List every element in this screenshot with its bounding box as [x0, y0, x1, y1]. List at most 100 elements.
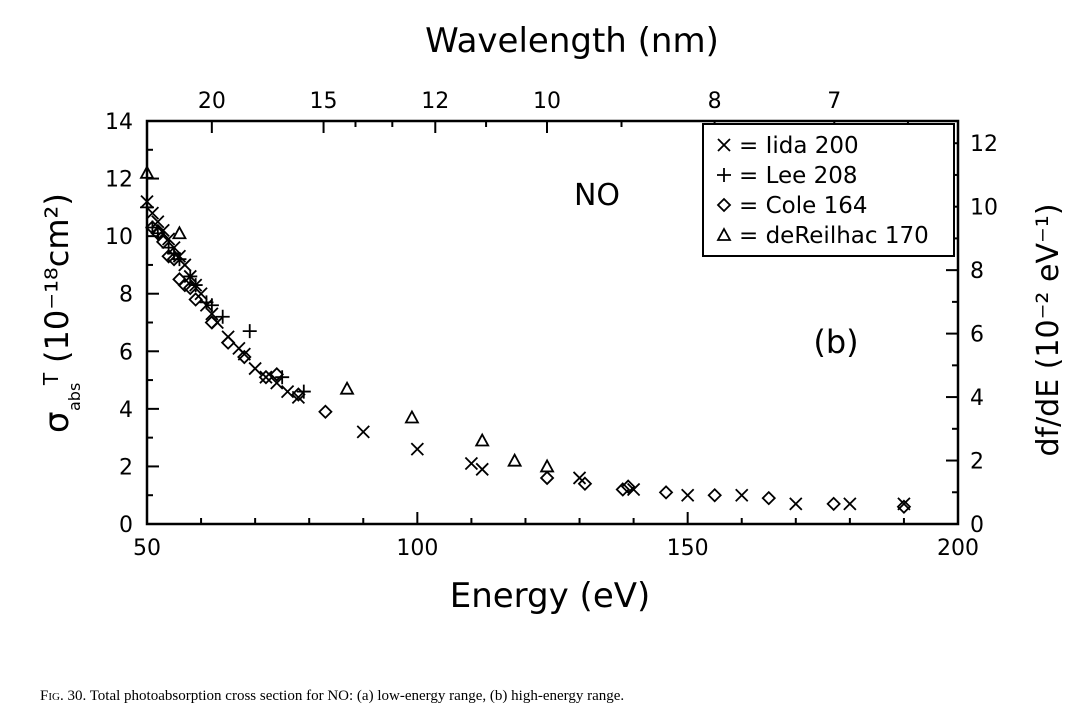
point-cole: [220, 335, 236, 350]
point-iida: [789, 497, 803, 511]
top-tick-label: 12: [421, 89, 449, 114]
point-cole: [204, 315, 220, 330]
point-iida: [626, 482, 641, 497]
point-cole: [620, 479, 636, 494]
legend-markers: [716, 138, 732, 241]
y-tick-label: 10: [105, 225, 133, 250]
point-cole: [182, 280, 198, 296]
y-tick-label: 8: [119, 283, 133, 308]
y2-tick-label: 6: [970, 323, 984, 348]
point-cole: [258, 369, 274, 385]
point-iida: [735, 488, 749, 502]
y2-tick-label: 10: [970, 196, 998, 221]
point-cole: [188, 292, 203, 307]
y-tick-label: 0: [119, 513, 133, 538]
point-iida: [259, 370, 273, 384]
point-iida: [270, 376, 284, 390]
point-cole: [615, 482, 631, 497]
point-dereilhac: [507, 452, 523, 467]
figure-caption: Fig. 30. Total photoabsorption cross sec…: [40, 688, 624, 705]
y-tick-label: 12: [105, 168, 133, 193]
top-tick-label: 15: [310, 89, 338, 114]
caption-text: Total photoabsorption cross section for …: [89, 688, 625, 704]
top-tick-label: 8: [708, 89, 722, 114]
y-tick-label: 14: [105, 110, 133, 135]
point-lee: [204, 298, 219, 313]
y-axis-title: σ abs T (10⁻¹⁸cm²): [37, 193, 84, 433]
annotation-b: (b): [813, 323, 858, 361]
point-iida: [681, 488, 695, 502]
y-axis-sigma: σ: [37, 411, 77, 433]
point-cole: [269, 367, 285, 382]
point-cole: [166, 251, 182, 267]
point-dereilhac: [404, 409, 420, 424]
point-iida: [572, 471, 587, 485]
point-lee: [140, 200, 154, 215]
point-dereilhac: [339, 380, 355, 395]
y-tick-label: 2: [119, 455, 133, 480]
point-iida: [464, 456, 479, 471]
legend-marker-cole: [716, 197, 732, 213]
legend-dereilhac: = deReilhac 170: [739, 223, 929, 249]
point-lee: [215, 309, 230, 324]
point-cole: [291, 387, 306, 402]
y-tick-label: 6: [119, 340, 133, 365]
point-iida: [156, 223, 170, 238]
top-axis-title: Wavelength (nm): [425, 21, 719, 61]
legend-marker-lee: [717, 168, 731, 182]
point-iida: [280, 384, 295, 399]
top-tick-label: 10: [533, 89, 561, 114]
point-iida: [475, 462, 489, 476]
point-iida: [178, 258, 192, 272]
point-dereilhac: [474, 432, 490, 447]
legend-lee: = Lee 208: [739, 163, 858, 189]
x-axis-title: Energy (eV): [450, 576, 651, 616]
point-iida: [248, 361, 262, 376]
legend-marker-iida: [717, 138, 731, 152]
y2-axis-title: df/dE (10⁻² eV⁻¹): [1031, 203, 1066, 456]
point-cole: [658, 485, 674, 500]
annotation-no: NO: [574, 178, 620, 213]
legend-iida: = Iida 200: [739, 133, 859, 159]
point-cole: [318, 404, 333, 420]
point-cole: [539, 470, 555, 486]
point-iida: [410, 442, 424, 456]
x-tick-label: 200: [937, 536, 979, 561]
y-axis-units: (10⁻¹⁸cm²): [38, 193, 76, 363]
point-iida: [151, 215, 165, 229]
point-iida: [356, 425, 370, 439]
point-cole: [155, 234, 171, 250]
legend: = Iida 200 = Lee 208 = Cole 164 = deReil…: [702, 123, 955, 257]
top-tick-label: 20: [198, 89, 226, 114]
point-iida: [194, 287, 208, 301]
point-iida: [161, 232, 176, 246]
point-iida: [145, 206, 160, 220]
figure-label: Fig. 30.: [40, 688, 87, 704]
data-points: [139, 164, 912, 515]
point-dereilhac: [171, 225, 187, 240]
point-dereilhac: [139, 164, 155, 179]
point-iida: [205, 307, 219, 321]
point-cole: [150, 225, 166, 241]
y2-tick-label: 8: [970, 259, 984, 284]
y-tick-label: 4: [119, 398, 133, 423]
y2-tick-label: 2: [970, 450, 984, 475]
y2-tick-label: 4: [970, 386, 984, 411]
legend-marker-dereilhac: [716, 227, 732, 241]
legend-cole: = Cole 164: [739, 193, 867, 219]
legend-box: [702, 123, 955, 257]
point-cole: [761, 490, 777, 506]
point-cole: [577, 476, 593, 491]
x-tick-label: 50: [133, 536, 161, 561]
point-cole: [707, 487, 722, 503]
point-dereilhac: [539, 458, 555, 473]
point-iida: [843, 497, 857, 511]
point-lee: [242, 324, 257, 339]
point-cole: [826, 496, 841, 512]
y-axis-sub: abs: [65, 383, 84, 411]
point-cole: [896, 499, 912, 515]
y2-tick-label: 0: [970, 513, 984, 538]
y-axis-sup: T: [39, 372, 63, 386]
